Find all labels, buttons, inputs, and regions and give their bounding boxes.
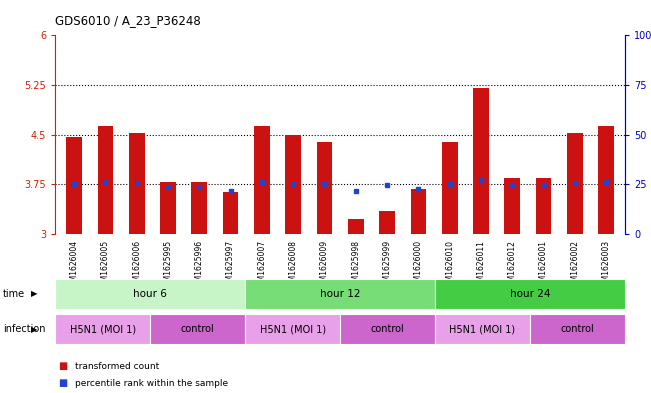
Bar — [223, 192, 238, 234]
Text: control: control — [561, 324, 594, 334]
Bar — [160, 182, 176, 234]
Text: control: control — [181, 324, 215, 334]
Text: GDS6010 / A_23_P36248: GDS6010 / A_23_P36248 — [55, 14, 201, 27]
Bar — [285, 135, 301, 234]
Bar — [473, 88, 489, 234]
Bar — [129, 132, 145, 234]
Text: ■: ■ — [59, 361, 68, 371]
Bar — [316, 142, 332, 234]
Text: ▶: ▶ — [31, 289, 37, 298]
Text: ■: ■ — [59, 378, 68, 388]
Text: transformed count: transformed count — [75, 362, 159, 371]
Bar — [66, 137, 82, 234]
Text: hour 24: hour 24 — [510, 289, 550, 299]
Text: control: control — [370, 324, 404, 334]
Bar — [411, 189, 426, 234]
Text: H5N1 (MOI 1): H5N1 (MOI 1) — [70, 324, 136, 334]
Bar — [442, 142, 458, 234]
Bar — [598, 126, 614, 234]
Bar — [348, 219, 364, 234]
Text: hour 6: hour 6 — [133, 289, 167, 299]
Bar — [380, 211, 395, 234]
Text: H5N1 (MOI 1): H5N1 (MOI 1) — [449, 324, 516, 334]
Bar — [191, 182, 207, 234]
Text: ▶: ▶ — [31, 325, 37, 334]
Bar — [254, 126, 270, 234]
Bar — [536, 178, 551, 234]
Text: infection: infection — [3, 324, 46, 334]
Text: percentile rank within the sample: percentile rank within the sample — [75, 379, 228, 387]
Bar — [98, 126, 113, 234]
Bar — [505, 178, 520, 234]
Bar — [567, 132, 583, 234]
Text: time: time — [3, 289, 25, 299]
Text: hour 12: hour 12 — [320, 289, 361, 299]
Text: H5N1 (MOI 1): H5N1 (MOI 1) — [260, 324, 326, 334]
